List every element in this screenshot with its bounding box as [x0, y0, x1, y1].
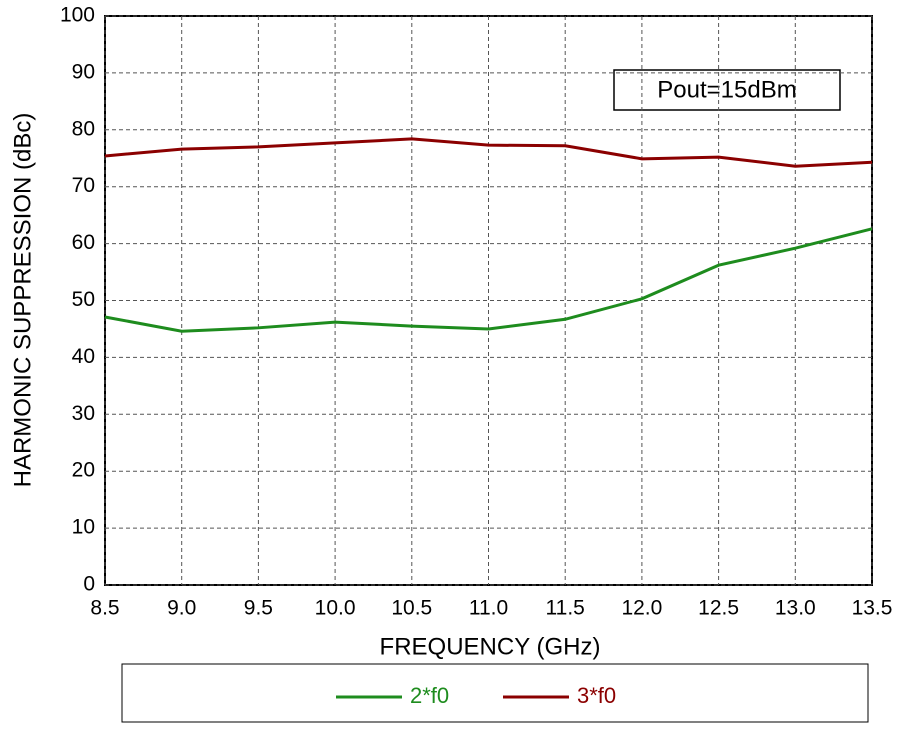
legend-label: 2*f0 — [410, 683, 449, 708]
legend-label: 3*f0 — [577, 683, 616, 708]
x-tick-label: 13.0 — [775, 597, 816, 620]
y-tick-label: 10 — [72, 516, 95, 539]
y-tick-label: 0 — [83, 573, 95, 596]
x-tick-label: 9.0 — [167, 597, 196, 620]
y-tick-label: 20 — [72, 459, 95, 482]
annotation-box — [613, 69, 841, 111]
x-axis-label: FREQUENCY (GHz) — [380, 633, 601, 660]
x-tick-label: 12.0 — [621, 597, 662, 620]
x-tick-label: 12.5 — [698, 597, 739, 620]
y-tick-label: 30 — [72, 402, 95, 425]
x-tick-label: 13.5 — [852, 597, 893, 620]
x-tick-label: 10.5 — [391, 597, 432, 620]
series-line — [104, 137, 873, 168]
x-tick-label: 11.0 — [469, 597, 508, 620]
y-tick-label: 70 — [72, 174, 95, 197]
x-tick-label: 10.0 — [315, 597, 356, 620]
y-axis-label: HARMONIC SUPPRESSION (dBc) — [9, 113, 36, 488]
y-tick-label: 50 — [72, 288, 95, 311]
y-tick-label: 80 — [72, 117, 95, 140]
y-tick-label: 40 — [72, 345, 95, 368]
y-tick-label: 60 — [72, 231, 95, 254]
x-tick-label: 11.5 — [546, 597, 585, 620]
legend-box — [121, 663, 869, 723]
series-line — [104, 227, 873, 333]
x-tick-label: 9.5 — [244, 597, 273, 620]
annotation: Pout=15dBm — [657, 76, 796, 103]
x-tick-label: 8.5 — [90, 597, 119, 620]
y-tick-label: 90 — [72, 60, 95, 83]
y-tick-label: 100 — [60, 4, 95, 27]
